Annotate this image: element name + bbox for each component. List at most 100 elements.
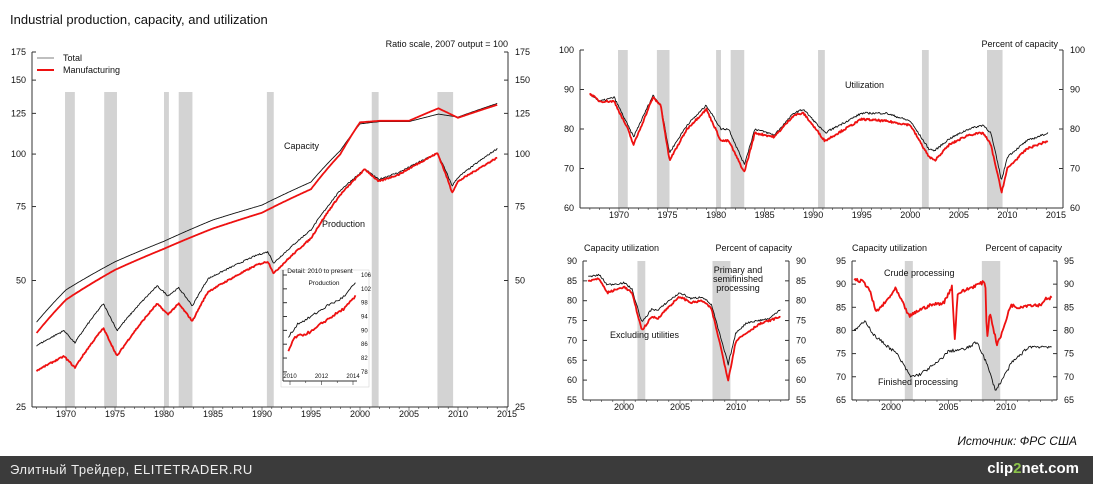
y-tick-label-left: 65 [836, 395, 846, 405]
x-tick-label: 1975 [105, 409, 125, 419]
y-tick-label-right: 25 [515, 402, 525, 412]
series-line-primary-and-semifinished-processing [588, 273, 781, 366]
series-line-excluding-utilities [587, 277, 781, 382]
y-tick-label-left: 100 [11, 149, 26, 159]
inset-subtitle: Production [308, 280, 339, 287]
x-tick-label: 2010 [996, 402, 1016, 412]
y-tick-label-left: 90 [567, 256, 577, 266]
recession-bar [65, 92, 75, 407]
x-tick-label: 2010 [997, 210, 1017, 220]
y-tick-label-left: 100 [559, 45, 574, 55]
y-tick-label-right: 85 [1064, 302, 1074, 312]
series-line-manufacturing [589, 92, 1049, 194]
y-tick-label-right: 70 [1070, 164, 1080, 174]
series-line-production-manufacturing [35, 152, 498, 372]
series-line-finished-processing [853, 320, 1052, 391]
stage-a-title: Capacity utilization [584, 243, 659, 253]
recession-bar [921, 50, 929, 208]
y-tick-label-left: 60 [567, 375, 577, 385]
recession-bar [371, 92, 379, 407]
x-tick-label: 1980 [154, 409, 174, 419]
y-tick-label-right: 90 [796, 256, 806, 266]
recession-bar [716, 50, 721, 208]
series-line-total [288, 282, 356, 338]
y-tick-label-left: 85 [836, 302, 846, 312]
recession-bar [618, 50, 628, 208]
y-tick-label-right: 70 [1064, 372, 1074, 382]
series-line-capacity-manufacturing [35, 103, 498, 334]
x-tick-label: 2012 [315, 374, 329, 380]
logo-suffix: net.com [1021, 460, 1079, 477]
inset-title: Detail: 2010 to present [287, 268, 353, 275]
y-tick-label-left: 70 [567, 335, 577, 345]
x-tick-label: 2005 [670, 402, 690, 412]
y-tick-label-right: 75 [1064, 349, 1074, 359]
stage-b-subtitle: Percent of capacity [985, 243, 1062, 253]
recession-bar [437, 92, 454, 407]
y-tick-label-left: 60 [564, 203, 574, 213]
series-line-crude-processing [853, 277, 1053, 347]
recession-bar [712, 261, 731, 400]
annotation-excluding-utilities: Excluding utilities [610, 330, 680, 340]
recession-bar [904, 261, 913, 400]
annotation-finished-processing: Finished processing [878, 377, 958, 387]
footer-site-label: Элитный Трейдер, ELITETRADER.RU [10, 462, 253, 477]
y-tick-label-right: 150 [515, 75, 530, 85]
x-tick-label: 1990 [252, 409, 272, 419]
y-tick-label-left: 25 [16, 402, 26, 412]
x-tick-label: 2014 [346, 374, 360, 380]
y-tick-label-right: 65 [796, 355, 806, 365]
y-tick-label-right: 80 [796, 296, 806, 306]
recession-bar [656, 50, 670, 208]
legend-manufacturing-label: Manufacturing [63, 65, 120, 75]
y-tick-label-right: 100 [1070, 45, 1085, 55]
x-tick-label: 1970 [609, 210, 629, 220]
logo-prefix: clip [987, 460, 1014, 477]
y-tick-label-left: 75 [836, 349, 846, 359]
y-tick-label: 82 [361, 356, 368, 362]
y-tick-label-right: 75 [515, 202, 525, 212]
y-tick-label-left: 175 [11, 47, 26, 57]
y-tick-label-right: 65 [1064, 395, 1074, 405]
clip2net-logo[interactable]: clip2net.com [987, 460, 1079, 477]
stage-b-title: Capacity utilization [852, 243, 927, 253]
recession-bar [178, 92, 193, 407]
x-tick-label: 1980 [706, 210, 726, 220]
y-tick-label-left: 85 [567, 276, 577, 286]
y-tick-label-right: 80 [1070, 124, 1080, 134]
x-tick-label: 1995 [301, 409, 321, 419]
x-tick-label: 2000 [900, 210, 920, 220]
y-tick-label: 98 [361, 301, 368, 307]
y-tick-label-right: 90 [1064, 279, 1074, 289]
x-tick-label: 1970 [56, 409, 76, 419]
y-tick-label-right: 70 [796, 335, 806, 345]
y-tick-label-left: 80 [564, 124, 574, 134]
y-tick-label-left: 95 [836, 256, 846, 266]
annotation-crude-processing: Crude processing [884, 268, 955, 278]
source-label: Источник: ФРС США [957, 434, 1077, 448]
x-tick-label: 2005 [938, 402, 958, 412]
y-tick-label-right: 175 [515, 47, 530, 57]
y-tick-label-right: 85 [796, 276, 806, 286]
y-tick-label-left: 70 [836, 372, 846, 382]
y-tick-label: 78 [361, 370, 368, 376]
legend-total-label: Total [63, 53, 82, 63]
x-tick-label: 2015 [1046, 210, 1066, 220]
y-tick-label-right: 80 [1064, 325, 1074, 335]
y-tick-label-right: 95 [1064, 256, 1074, 266]
y-tick-label-left: 65 [567, 355, 577, 365]
recession-bar [730, 50, 745, 208]
y-tick-label-right: 50 [515, 276, 525, 286]
y-tick-label: 86 [361, 342, 368, 348]
y-tick-label-left: 80 [567, 296, 577, 306]
annotation-primary-3: processing [716, 283, 760, 293]
x-tick-label: 1985 [203, 409, 223, 419]
y-tick-label-left: 70 [564, 164, 574, 174]
y-tick-label: 90 [361, 328, 368, 334]
annotation-capacity: Capacity [284, 141, 320, 151]
recession-bar [164, 92, 169, 407]
series-line-capacity-total [36, 102, 498, 323]
series-line-manufacturing [287, 294, 357, 352]
x-tick-label: 1975 [658, 210, 678, 220]
y-tick-label-left: 90 [564, 85, 574, 95]
